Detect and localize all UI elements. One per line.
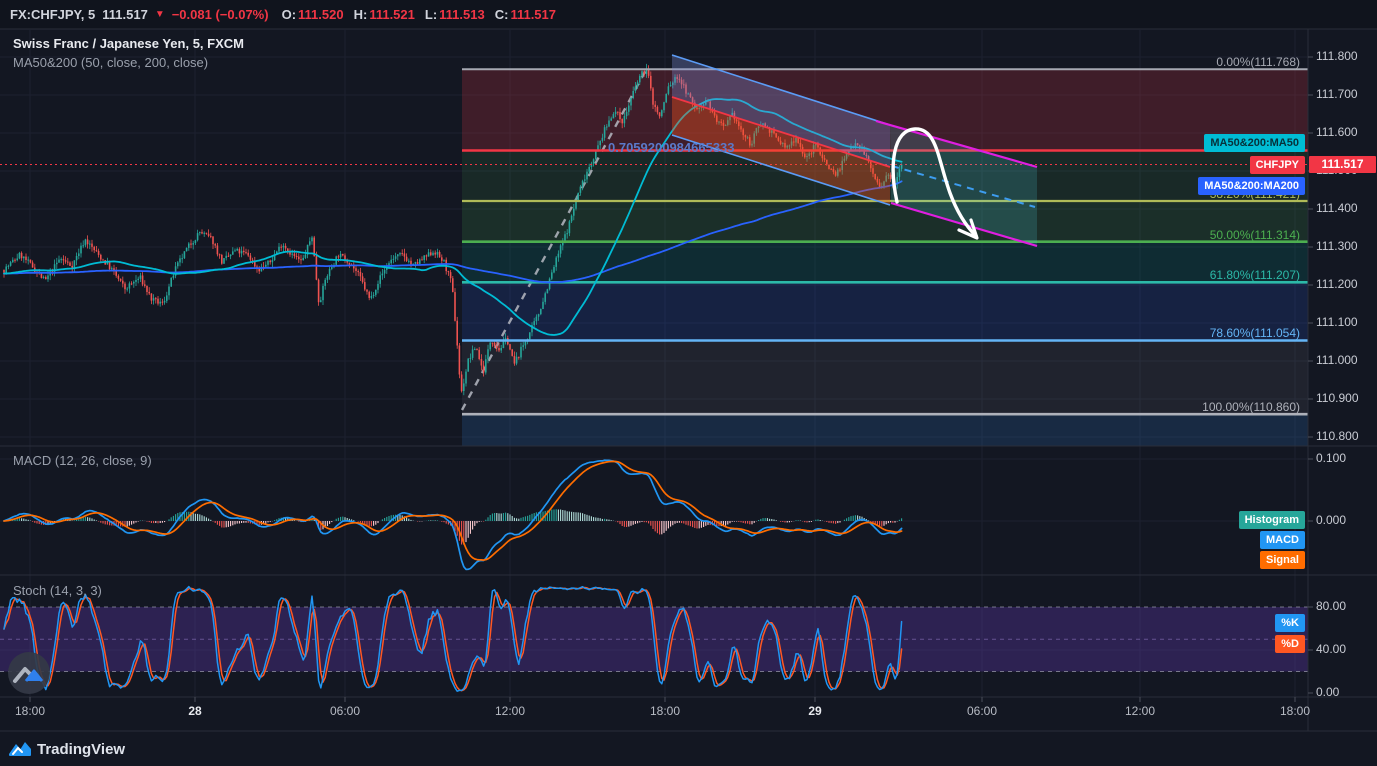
tradingview-branding[interactable]: TradingView [8, 738, 125, 760]
macd-tag: MACD [1260, 531, 1305, 549]
signal-tag: Signal [1259, 551, 1305, 569]
ma50-price-tag: MA50&200:MA50 [1204, 134, 1305, 152]
ma200-price-tag: MA50&200:MA200 [1198, 177, 1305, 195]
high-value: H: 111.521 [353, 7, 415, 22]
tradingview-logo-icon [9, 742, 31, 756]
low-value: L: 111.513 [424, 7, 485, 22]
open-value: O: 111.520 [281, 7, 344, 22]
symbol-info-bar[interactable]: FX:CHFJPY, 5 111.517 ▼ −0.081 (−0.07%) O… [0, 0, 1377, 29]
ohlc-group: O: 111.520 H: 111.521 L: 111.513 C: 111.517 [282, 7, 556, 22]
close-value: C: 111.517 [494, 7, 556, 22]
last-price: 111.517 [102, 7, 148, 22]
price-change: −0.081 (−0.07%) [171, 7, 269, 22]
symbol-title[interactable]: FX:CHFJPY, 5 [10, 7, 96, 22]
stoch-k-tag: %K [1275, 614, 1305, 632]
symbol-price-tag: CHFJPY [1249, 156, 1305, 174]
histogram-tag: Histogram [1238, 511, 1305, 529]
brand-name: TradingView [37, 740, 126, 758]
current-price-axis-label: 111.517 [1309, 156, 1376, 173]
stoch-d-tag: %D [1275, 635, 1305, 653]
down-triangle-icon: ▼ [154, 9, 165, 20]
